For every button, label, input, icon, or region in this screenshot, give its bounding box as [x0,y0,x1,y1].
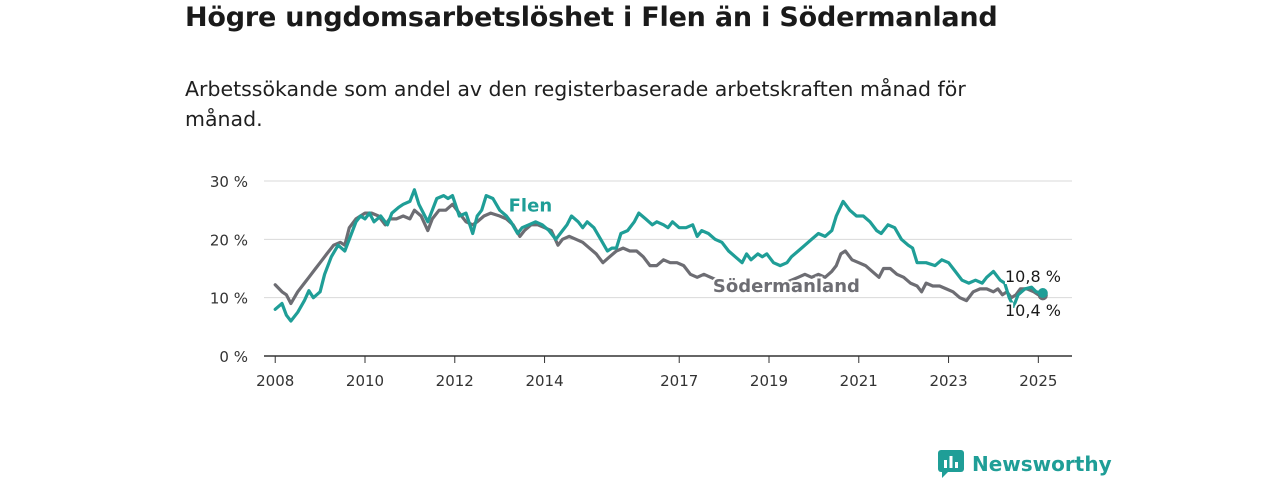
line-chart: 0 % 10 % 20 % 30 % 2008 2010 2012 2014 2017 2019… [210,173,1072,390]
logo-text: Newsworthy [972,452,1112,476]
end-value-label: 10,8 % [1005,267,1061,286]
newsworthy-logo: Newsworthy [938,450,1112,478]
x-tick-label: 2008 [256,372,294,390]
x-tick-label: 2017 [660,372,698,390]
series-lines [273,188,1048,323]
x-tick-label: 2010 [346,372,384,390]
x-tick-label: 2023 [929,372,967,390]
series-labels: Flen Södermanland 10,8 % 10,4 % [507,193,1063,322]
x-tick-label: 2014 [525,372,563,390]
series-label-södermanland: Södermanland [713,276,860,297]
x-tick-label: 2012 [436,372,474,390]
end-value-label: 10,4 % [1005,301,1061,320]
series-label-flen: Flen [509,195,552,216]
y-axis: 0 % 10 % 20 % 30 % [210,173,248,366]
y-tick-label: 10 % [210,290,248,308]
y-tick-label: 30 % [210,173,248,191]
y-tick-label: 20 % [210,231,248,249]
x-tick-label: 2025 [1019,372,1057,390]
series-line-flen [273,188,1045,323]
x-axis: 2008 2010 2012 2014 2017 2019 2021 2023 2025 [256,356,1057,390]
newsworthy-logo-icon [938,450,964,478]
grid-lines [264,180,1072,357]
series-line-södermanland [273,202,726,306]
x-tick-label: 2021 [840,372,878,390]
x-tick-label: 2019 [750,372,788,390]
chart-title: Högre ungdomsarbetslöshet i Flen än i Sö… [185,2,998,33]
chart-subtitle: Arbetssökande som andel av den registerb… [185,77,966,131]
end-point-flen [1037,288,1048,298]
y-tick-label: 0 % [219,348,248,366]
